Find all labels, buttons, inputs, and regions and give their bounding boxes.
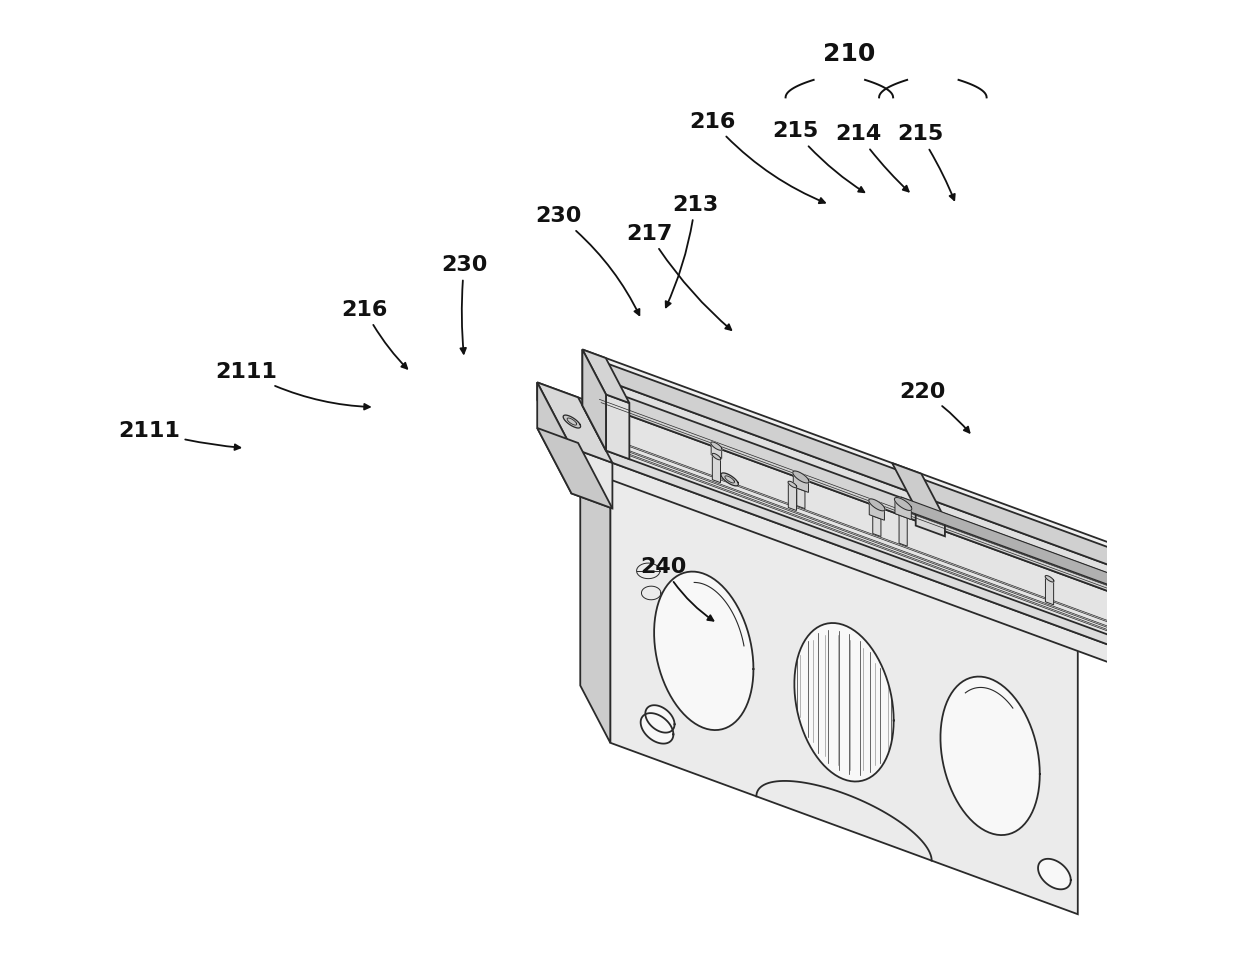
Polygon shape bbox=[606, 446, 1190, 661]
Polygon shape bbox=[537, 428, 613, 508]
Polygon shape bbox=[712, 444, 722, 459]
Polygon shape bbox=[606, 394, 1190, 665]
Polygon shape bbox=[572, 448, 613, 508]
Text: 2111: 2111 bbox=[118, 421, 241, 450]
Polygon shape bbox=[585, 356, 1171, 587]
Text: 215: 215 bbox=[897, 125, 955, 200]
Polygon shape bbox=[655, 572, 754, 730]
Polygon shape bbox=[795, 623, 894, 781]
Polygon shape bbox=[583, 350, 606, 451]
Text: 215: 215 bbox=[773, 122, 864, 192]
Polygon shape bbox=[1167, 564, 1214, 618]
Polygon shape bbox=[869, 502, 884, 520]
Polygon shape bbox=[603, 389, 1187, 620]
Polygon shape bbox=[895, 501, 911, 519]
Polygon shape bbox=[892, 463, 945, 519]
Polygon shape bbox=[900, 497, 1142, 597]
Polygon shape bbox=[583, 350, 1190, 609]
Polygon shape bbox=[915, 508, 945, 537]
Polygon shape bbox=[583, 350, 630, 403]
Polygon shape bbox=[585, 373, 1187, 620]
Polygon shape bbox=[572, 448, 1197, 694]
Polygon shape bbox=[712, 453, 720, 460]
Text: 217: 217 bbox=[626, 224, 732, 330]
Polygon shape bbox=[869, 499, 885, 511]
Text: 210: 210 bbox=[822, 42, 875, 65]
Polygon shape bbox=[537, 383, 572, 494]
Polygon shape bbox=[606, 394, 630, 459]
Polygon shape bbox=[1038, 859, 1071, 889]
Polygon shape bbox=[789, 481, 797, 488]
Text: 240: 240 bbox=[641, 557, 713, 620]
Polygon shape bbox=[645, 705, 675, 732]
Polygon shape bbox=[720, 473, 738, 486]
Polygon shape bbox=[1045, 576, 1054, 582]
Polygon shape bbox=[610, 476, 1078, 915]
Polygon shape bbox=[940, 677, 1040, 835]
Polygon shape bbox=[1189, 596, 1204, 610]
Polygon shape bbox=[792, 471, 808, 483]
Polygon shape bbox=[789, 483, 796, 510]
Polygon shape bbox=[1190, 609, 1214, 673]
Text: 2111: 2111 bbox=[216, 362, 370, 409]
Polygon shape bbox=[1190, 573, 1214, 673]
Polygon shape bbox=[580, 419, 1078, 648]
Polygon shape bbox=[537, 383, 572, 466]
Polygon shape bbox=[873, 516, 880, 537]
Polygon shape bbox=[537, 383, 1197, 677]
Text: 216: 216 bbox=[689, 112, 825, 204]
Polygon shape bbox=[580, 419, 610, 743]
Polygon shape bbox=[583, 350, 606, 451]
Polygon shape bbox=[794, 474, 808, 493]
Text: 213: 213 bbox=[666, 195, 718, 308]
Polygon shape bbox=[606, 442, 1190, 657]
Polygon shape bbox=[899, 515, 908, 546]
Text: 230: 230 bbox=[536, 206, 640, 316]
Polygon shape bbox=[1045, 578, 1054, 605]
Text: 230: 230 bbox=[441, 255, 487, 354]
Polygon shape bbox=[641, 713, 673, 743]
Polygon shape bbox=[606, 436, 1190, 653]
Text: 216: 216 bbox=[342, 300, 407, 369]
Polygon shape bbox=[537, 383, 613, 463]
Polygon shape bbox=[563, 415, 580, 428]
Polygon shape bbox=[711, 442, 722, 450]
Polygon shape bbox=[797, 488, 805, 508]
Text: 220: 220 bbox=[899, 382, 970, 432]
Polygon shape bbox=[894, 498, 911, 510]
Polygon shape bbox=[712, 455, 720, 483]
Text: 214: 214 bbox=[836, 125, 909, 192]
